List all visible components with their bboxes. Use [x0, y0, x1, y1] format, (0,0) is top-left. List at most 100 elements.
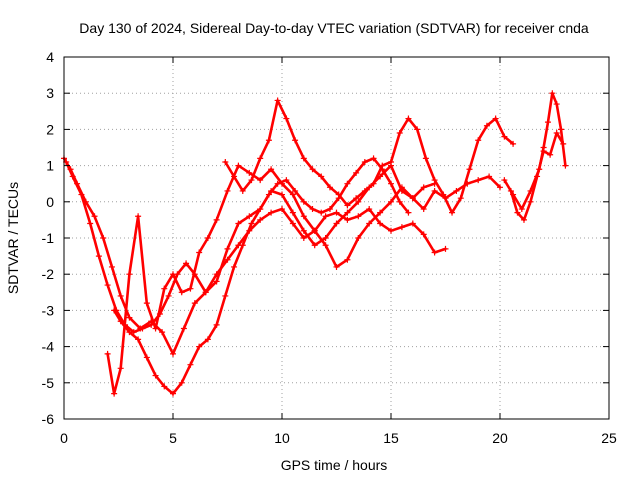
data-point: [300, 198, 307, 205]
data-point: [178, 289, 185, 296]
grid: [64, 57, 609, 419]
data-point: [183, 260, 190, 267]
y-tick-label: -3: [42, 302, 55, 318]
data-point: [366, 206, 373, 213]
data-point: [322, 242, 329, 249]
data-point: [87, 220, 94, 227]
data-point: [344, 202, 351, 209]
data-point: [475, 137, 482, 144]
data-point: [274, 97, 281, 104]
data-series: [61, 90, 569, 397]
data-point: [355, 213, 362, 220]
data-point: [344, 180, 351, 187]
data-point: [143, 300, 150, 307]
data-point: [204, 336, 211, 343]
data-point: [560, 140, 567, 147]
data-point: [409, 220, 416, 227]
data-point: [222, 292, 229, 299]
data-point: [117, 292, 124, 299]
data-point: [520, 216, 527, 223]
series-sat-c: [111, 155, 412, 397]
data-point: [187, 361, 194, 368]
data-point: [126, 329, 133, 336]
data-point: [355, 198, 362, 205]
data-point: [453, 187, 460, 194]
axis-ticks: [63, 56, 610, 420]
data-point: [501, 177, 508, 184]
data-point: [170, 390, 176, 397]
data-point: [196, 249, 203, 256]
data-point: [170, 350, 176, 357]
data-point: [257, 155, 264, 162]
data-point: [292, 187, 299, 194]
data-point: [497, 184, 503, 191]
series-sat-e: [222, 97, 517, 216]
series-line: [224, 99, 515, 214]
data-point: [344, 216, 351, 223]
x-axis-label: GPS time / hours: [281, 457, 388, 473]
data-point: [235, 220, 242, 227]
data-point: [514, 209, 521, 216]
data-point: [388, 227, 394, 234]
data-point: [422, 155, 429, 162]
data-point: [442, 245, 449, 252]
y-tick-label: 0: [46, 194, 54, 210]
data-point: [69, 173, 76, 180]
data-point: [311, 227, 318, 234]
data-point: [126, 314, 133, 321]
data-point: [344, 256, 351, 263]
data-point: [268, 209, 275, 216]
data-point: [333, 220, 340, 227]
data-point: [178, 379, 185, 386]
data-point: [492, 115, 499, 122]
data-point: [248, 220, 255, 227]
data-point: [135, 213, 142, 220]
data-point: [202, 289, 209, 296]
data-point: [248, 177, 255, 184]
data-point: [224, 256, 231, 263]
data-point: [344, 209, 351, 216]
series-sat-a: [61, 155, 449, 357]
data-point: [279, 191, 285, 198]
x-tick-label: 5: [169, 430, 177, 446]
x-tick-label: 25: [601, 430, 617, 446]
data-point: [257, 206, 264, 213]
data-point: [161, 383, 168, 390]
data-point: [231, 173, 238, 180]
data-point: [405, 209, 412, 216]
data-point: [300, 213, 307, 220]
data-point: [239, 187, 246, 194]
data-point: [152, 325, 159, 332]
data-point: [558, 126, 565, 133]
data-point: [333, 263, 340, 270]
data-point: [246, 213, 253, 220]
data-point: [431, 249, 438, 256]
data-point: [91, 213, 98, 220]
data-point: [279, 206, 285, 213]
data-point: [117, 365, 124, 372]
y-tick-label: -6: [42, 411, 55, 427]
data-point: [135, 336, 142, 343]
data-point: [235, 162, 242, 169]
data-point: [289, 191, 296, 198]
data-point: [431, 177, 438, 184]
data-point: [187, 285, 194, 292]
data-point: [165, 292, 172, 299]
data-point: [104, 350, 111, 357]
data-point: [161, 285, 168, 292]
data-point: [414, 126, 421, 133]
data-point: [108, 263, 115, 270]
data-point: [326, 184, 333, 191]
data-point: [111, 307, 118, 314]
data-point: [300, 227, 307, 234]
data-point: [311, 242, 318, 249]
data-point: [289, 209, 296, 216]
data-point: [126, 271, 133, 278]
series-sat-d: [104, 162, 503, 397]
data-point: [289, 220, 296, 227]
data-point: [355, 235, 362, 241]
data-point: [527, 198, 534, 205]
data-point: [318, 173, 325, 180]
data-point: [396, 130, 403, 137]
